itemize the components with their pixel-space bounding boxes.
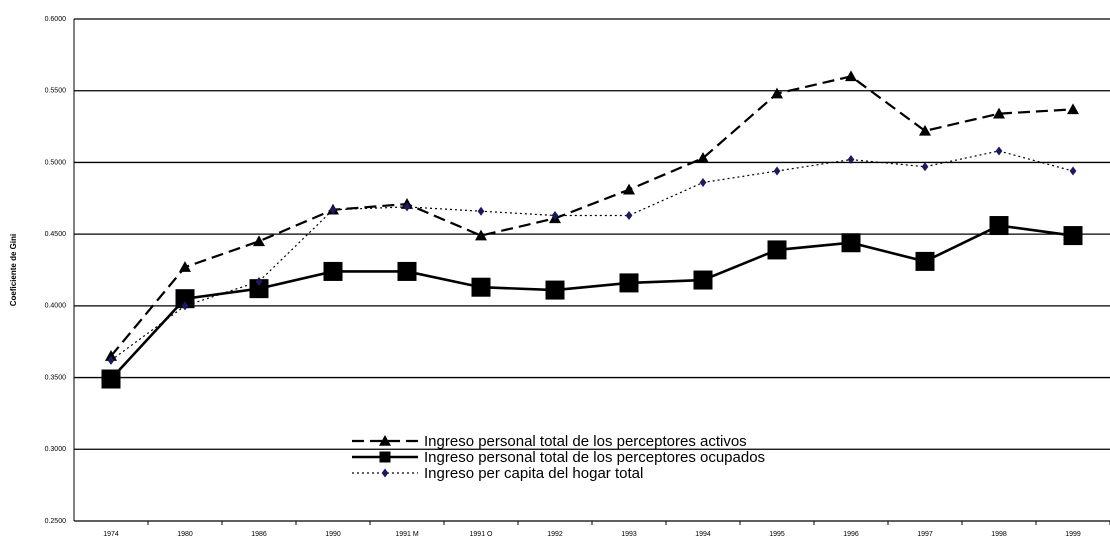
x-tick-label: 1998 (991, 531, 1007, 538)
marker (329, 205, 337, 215)
marker (105, 350, 117, 361)
marker (477, 206, 485, 216)
x-tick-label: 1986 (251, 531, 267, 538)
x-tick-label: 1994 (695, 531, 711, 538)
marker (1069, 166, 1077, 176)
legend-label: Ingreso personal total de los perceptore… (424, 433, 747, 450)
y-tick-label: 0.5000 (45, 159, 67, 166)
marker (175, 289, 195, 309)
x-tick-label: 1980 (177, 531, 193, 538)
x-tick-label: 1993 (621, 531, 637, 538)
marker (625, 210, 633, 220)
marker (921, 162, 929, 172)
marker (179, 261, 191, 272)
marker (101, 369, 121, 389)
x-tick-label: 1999 (1065, 531, 1081, 538)
x-tick-label: 1995 (769, 531, 785, 538)
legend-marker (379, 435, 391, 446)
series-line (110, 224, 1074, 380)
marker (253, 235, 265, 247)
marker (845, 70, 857, 82)
x-tick-label: 1997 (917, 531, 933, 538)
marker (397, 261, 417, 281)
marker (847, 155, 855, 165)
marker (619, 273, 639, 293)
marker (471, 277, 491, 297)
marker (181, 301, 189, 311)
y-tick-label: 0.6000 (45, 16, 67, 23)
y-tick-label: 0.5500 (45, 88, 67, 95)
series-line (110, 150, 1074, 361)
marker (255, 276, 263, 286)
marker (993, 107, 1005, 119)
marker (693, 270, 713, 290)
y-tick-label: 0.3500 (45, 374, 67, 381)
marker (699, 178, 707, 188)
x-tick-label: 1991 O (470, 531, 494, 538)
legend-marker (379, 451, 391, 463)
series-line (110, 75, 1074, 357)
marker (323, 261, 343, 281)
x-tick-label: 1974 (103, 531, 119, 538)
marker (771, 87, 783, 99)
x-tick-label: 1991 M (395, 531, 419, 538)
x-tick-label: 1996 (843, 531, 859, 538)
marker (919, 124, 931, 136)
y-axis-title: Coeficiente de Gini (9, 234, 18, 306)
marker (989, 216, 1009, 236)
legend-label: Ingreso per capita del hogar total (424, 465, 643, 482)
marker (915, 251, 935, 271)
marker (767, 240, 787, 260)
marker (475, 229, 487, 241)
marker (551, 210, 559, 220)
marker (773, 166, 781, 176)
x-tick-label: 1992 (547, 531, 563, 538)
marker (697, 152, 709, 163)
y-tick-label: 0.4500 (45, 231, 67, 238)
marker (545, 280, 565, 300)
marker (249, 279, 269, 299)
marker (403, 202, 411, 212)
y-tick-label: 0.2500 (45, 518, 67, 525)
legend-marker (381, 468, 389, 478)
marker (107, 355, 115, 365)
marker (995, 146, 1003, 156)
x-tick-label: 1990 (325, 531, 341, 538)
marker (623, 183, 635, 195)
marker (841, 233, 861, 253)
legend-label: Ingreso personal total de los perceptore… (424, 449, 765, 466)
y-tick-label: 0.3000 (45, 446, 67, 453)
y-tick-label: 0.4000 (45, 303, 67, 310)
marker (1063, 226, 1083, 246)
marker (1067, 103, 1079, 115)
